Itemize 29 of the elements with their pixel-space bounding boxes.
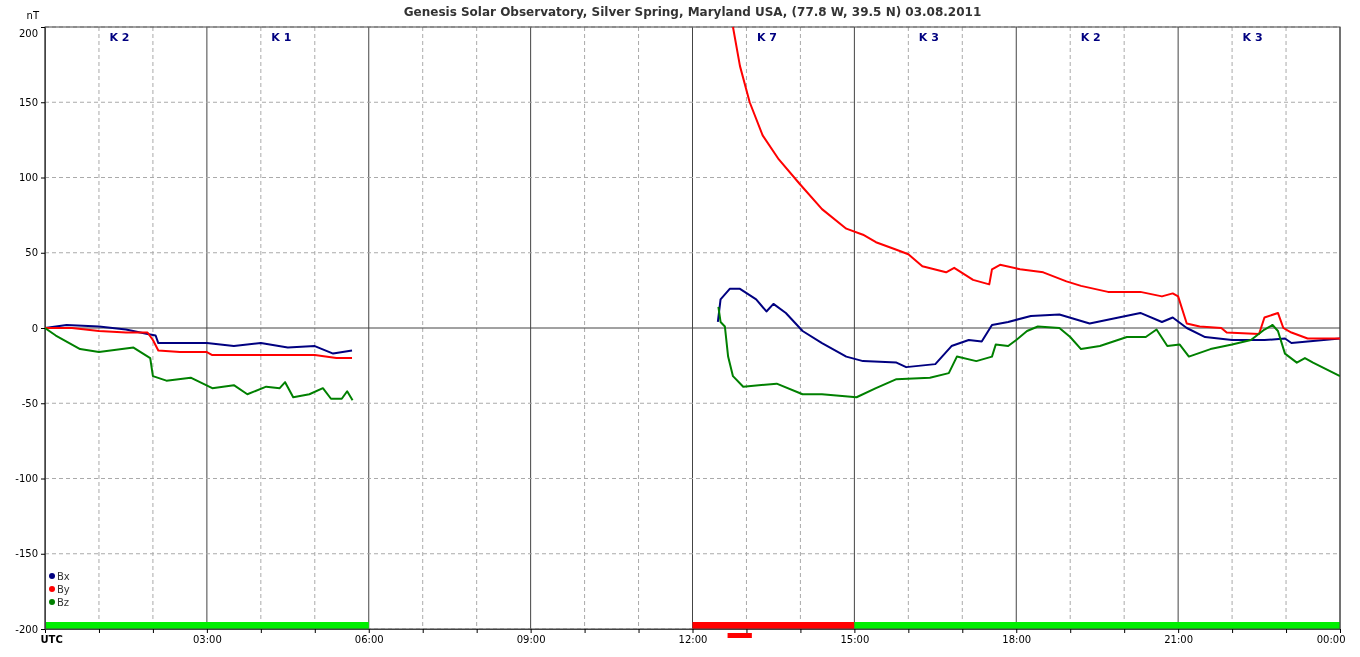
legend-label: By <box>57 584 70 595</box>
y-tick-label: -100 <box>15 473 38 485</box>
x-tick-label: 00:00 <box>1316 634 1346 646</box>
y-tick-label: 200 <box>18 27 38 39</box>
annotation: K 3 <box>918 31 939 44</box>
y-tick-label: 50 <box>25 247 38 259</box>
legend-label: Bx <box>57 571 70 582</box>
x-tick-label: UTC <box>40 634 63 646</box>
y-tick-label: -150 <box>15 548 38 560</box>
x-tick-label: 12:00 <box>678 634 708 646</box>
annotation: K 2 <box>1080 31 1101 44</box>
annotation: K 3 <box>1242 31 1263 44</box>
y-tick-label: 0 <box>31 322 38 334</box>
y-tick-label: 150 <box>18 96 38 108</box>
legend-label: Bz <box>57 597 70 608</box>
y-tick-label: -50 <box>21 397 38 409</box>
x-tick-label: 21:00 <box>1164 634 1194 646</box>
x-tick-label: 09:00 <box>516 634 546 646</box>
x-tick-label: 15:00 <box>840 634 870 646</box>
x-tick-label: 18:00 <box>1002 634 1032 646</box>
chart-title: Genesis Solar Observatory, Silver Spring, Maryland USA, (77.8 W, 39.5 N) 03.08.2011 <box>403 5 982 19</box>
y-tick-label: 100 <box>18 172 38 184</box>
annotation: K 7 <box>756 31 777 44</box>
x-tick-label: 06:00 <box>354 634 384 646</box>
x-tick-label: 03:00 <box>192 634 222 646</box>
y-axis-title: nT <box>26 10 40 21</box>
y-tick-label: -200 <box>15 623 38 635</box>
annotation: K 1 <box>271 31 292 44</box>
annotation: K 2 <box>109 31 130 44</box>
